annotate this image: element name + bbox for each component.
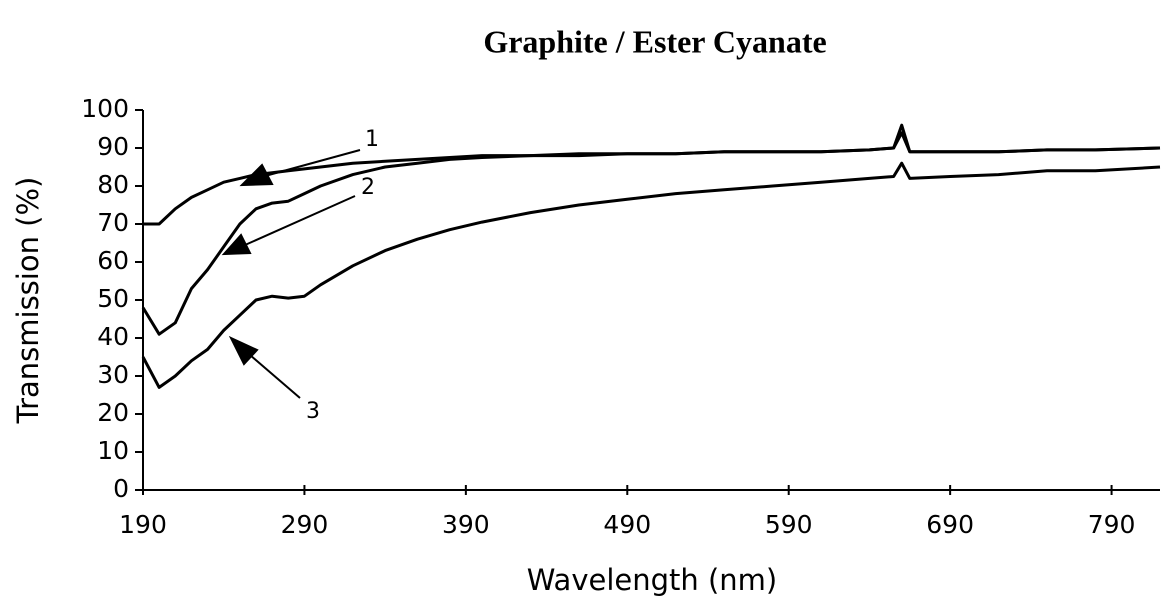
y-tick-label: 100 — [81, 94, 129, 123]
series-label: 3 — [306, 399, 320, 424]
x-tick-label: 290 — [281, 510, 329, 539]
arrow-head — [221, 233, 252, 256]
series-line — [141, 131, 1161, 336]
y-tick-label: 80 — [97, 170, 129, 199]
y-tick-label: 90 — [97, 132, 129, 161]
x-tick-label: 790 — [1088, 510, 1136, 539]
y-tick-label: 50 — [97, 284, 129, 313]
y-tick-label: 70 — [97, 208, 129, 237]
y-tick-label: 40 — [97, 322, 129, 351]
series-label: 1 — [365, 127, 379, 152]
arrow-line — [249, 354, 301, 399]
chart-title: Graphite / Ester Cyanate — [483, 23, 826, 59]
y-tick-label: 20 — [97, 398, 129, 427]
series-line — [141, 161, 1161, 389]
arrow-head — [228, 335, 259, 366]
x-axis-label: Wavelength (nm) — [527, 563, 778, 597]
x-tick-label: 190 — [119, 510, 167, 539]
y-tick-label: 10 — [97, 436, 129, 465]
y-axis-label: Transmission (%) — [11, 177, 45, 425]
y-tick-label: 60 — [97, 246, 129, 275]
x-tick-label: 690 — [926, 510, 974, 539]
y-tick-label: 0 — [113, 474, 129, 503]
x-tick-label: 590 — [765, 510, 813, 539]
x-tick-label: 490 — [603, 510, 651, 539]
y-tick-label: 30 — [97, 360, 129, 389]
arrow-line — [244, 195, 356, 246]
x-tick-label: 390 — [442, 510, 490, 539]
series-label: 2 — [361, 175, 375, 200]
